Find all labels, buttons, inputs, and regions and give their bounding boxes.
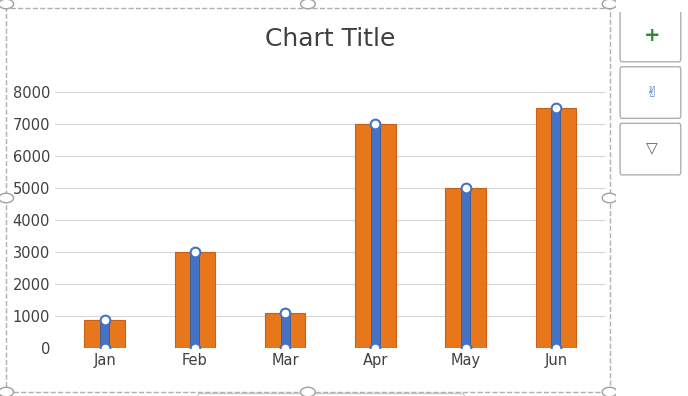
Text: ✌: ✌ <box>645 85 658 100</box>
Bar <box>461 188 470 348</box>
Circle shape <box>602 0 617 9</box>
Text: +: + <box>644 27 660 46</box>
Circle shape <box>602 193 617 203</box>
Bar <box>551 108 560 348</box>
FancyBboxPatch shape <box>620 67 681 118</box>
Circle shape <box>301 387 315 396</box>
Bar <box>281 313 290 348</box>
Title: Chart Title: Chart Title <box>265 27 396 51</box>
Bar <box>535 108 576 348</box>
Bar <box>175 252 215 348</box>
Bar <box>445 188 486 348</box>
Legend: Units Sold, Total Transaction: Units Sold, Total Transaction <box>197 393 464 396</box>
Circle shape <box>301 0 315 9</box>
Bar <box>100 320 109 348</box>
Bar <box>265 313 305 348</box>
Circle shape <box>602 387 617 396</box>
FancyBboxPatch shape <box>620 10 681 62</box>
Bar <box>191 252 200 348</box>
Bar <box>355 124 396 348</box>
Circle shape <box>0 193 14 203</box>
Bar <box>85 320 125 348</box>
Circle shape <box>0 387 14 396</box>
FancyBboxPatch shape <box>620 123 681 175</box>
Text: ▽: ▽ <box>646 142 658 156</box>
Bar <box>371 124 380 348</box>
Circle shape <box>0 0 14 9</box>
